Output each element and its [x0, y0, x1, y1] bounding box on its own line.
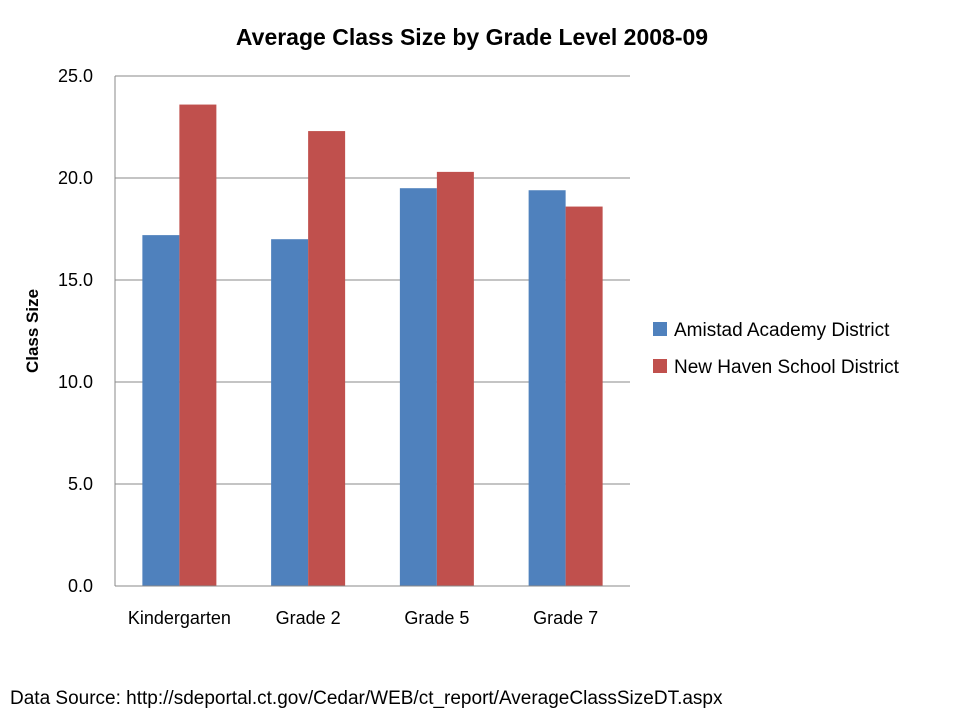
bar	[308, 131, 346, 586]
y-tick-label: 5.0	[68, 474, 93, 494]
x-tick-label: Grade 2	[276, 608, 341, 628]
legend-label: Amistad Academy District	[674, 320, 890, 341]
chart-title: Average Class Size by Grade Level 2008-0…	[236, 24, 708, 50]
bar	[436, 171, 474, 586]
legend-swatch	[653, 322, 667, 336]
y-tick-label: 15.0	[58, 270, 93, 290]
x-tick-label: Kindergarten	[128, 608, 231, 628]
bar	[179, 104, 217, 586]
legend-swatch	[653, 359, 667, 373]
y-tick-label: 25.0	[58, 66, 93, 86]
plot-area: 0.0 5.0 10.0 15.0 20.0 25.0 Kindergarten Grade …	[58, 66, 630, 628]
bar	[528, 190, 566, 587]
legend-label: New Haven School District	[674, 357, 900, 378]
data-source-note: Data Source: http://sdeportal.ct.gov/Ced…	[10, 688, 723, 709]
bar	[565, 206, 603, 586]
y-axis-label: Class Size	[23, 289, 42, 373]
x-tick-label: Grade 5	[404, 608, 469, 628]
legend: Amistad Academy District New Haven School…	[653, 320, 900, 378]
y-tick-label: 0.0	[68, 576, 93, 596]
bar	[142, 235, 180, 586]
bar	[271, 239, 309, 586]
y-tick-label: 20.0	[58, 168, 93, 188]
y-tick-label: 10.0	[58, 372, 93, 392]
x-tick-label: Grade 7	[533, 608, 598, 628]
bar	[399, 188, 437, 586]
